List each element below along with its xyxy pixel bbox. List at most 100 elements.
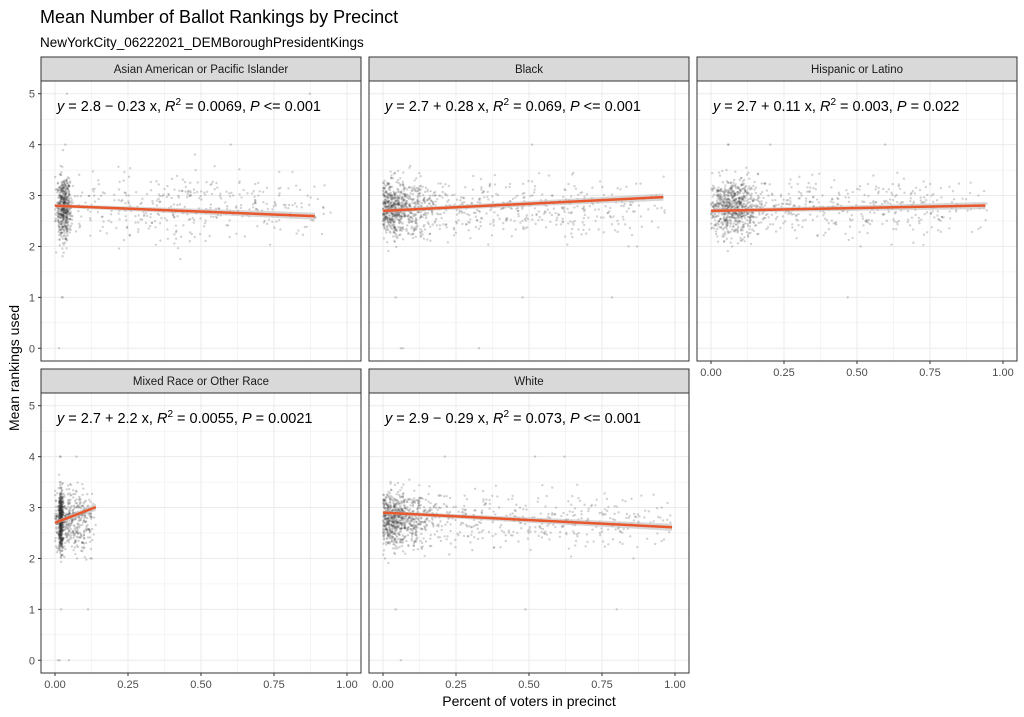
data-point — [90, 492, 94, 496]
data-point — [428, 509, 431, 512]
data-point — [79, 535, 82, 539]
data-point — [582, 207, 585, 210]
data-point — [60, 512, 63, 515]
data-point — [62, 514, 65, 517]
data-point — [382, 537, 386, 540]
data-point — [240, 196, 243, 199]
data-point — [409, 523, 413, 527]
data-point — [391, 177, 394, 180]
data-point — [423, 200, 427, 203]
data-point — [386, 205, 390, 208]
data-point — [403, 192, 406, 196]
data-point — [449, 529, 452, 533]
data-point — [401, 541, 405, 544]
data-point — [887, 188, 891, 191]
data-point — [730, 186, 733, 189]
data-point — [58, 534, 61, 537]
data-point — [877, 192, 880, 195]
data-point — [723, 203, 727, 207]
data-point — [391, 530, 394, 534]
data-point — [411, 504, 415, 508]
data-point — [437, 213, 440, 216]
data-point — [60, 542, 64, 545]
data-point — [63, 200, 66, 204]
data-point — [60, 503, 63, 506]
data-point — [729, 188, 732, 191]
data-point — [484, 502, 487, 506]
data-point — [59, 495, 62, 498]
data-point — [406, 202, 409, 205]
data-point — [756, 197, 760, 200]
data-point — [386, 196, 389, 199]
data-point — [940, 196, 943, 199]
data-point — [412, 526, 415, 530]
data-point — [710, 222, 713, 225]
data-point — [449, 523, 452, 526]
data-point — [719, 201, 723, 204]
data-point — [394, 201, 397, 204]
data-point — [487, 243, 490, 246]
data-point — [417, 504, 420, 507]
data-point — [389, 201, 393, 204]
data-point — [117, 188, 121, 191]
data-point — [603, 508, 607, 511]
data-point — [473, 509, 476, 512]
data-point — [219, 192, 222, 196]
data-point — [595, 498, 598, 501]
data-point — [256, 225, 259, 228]
data-point — [66, 187, 70, 191]
data-point — [393, 226, 396, 230]
data-point — [59, 512, 63, 516]
data-point — [521, 219, 524, 223]
data-point — [804, 197, 808, 200]
data-point — [88, 514, 92, 517]
data-point — [64, 186, 67, 189]
data-point — [57, 515, 61, 518]
data-point — [60, 537, 63, 540]
data-point — [416, 200, 419, 203]
data-point — [67, 189, 71, 193]
data-point — [736, 220, 739, 223]
data-point — [769, 143, 772, 146]
data-point — [57, 238, 61, 241]
data-point — [740, 212, 744, 215]
data-point — [424, 211, 427, 214]
panel-border — [368, 80, 690, 362]
data-point — [56, 505, 60, 508]
data-point — [627, 207, 631, 210]
data-point — [846, 192, 850, 195]
data-point — [79, 498, 82, 501]
data-point — [61, 225, 65, 229]
data-point — [60, 522, 63, 526]
data-point — [428, 232, 432, 236]
data-point — [936, 210, 940, 213]
data-point — [394, 193, 397, 197]
data-point — [381, 525, 385, 528]
data-point — [459, 523, 462, 526]
data-point — [179, 257, 182, 261]
data-point — [732, 201, 736, 205]
data-point — [391, 203, 395, 206]
data-point — [490, 195, 494, 198]
data-point — [416, 523, 419, 526]
data-point — [66, 227, 70, 231]
data-point — [63, 193, 66, 197]
data-point — [412, 499, 415, 502]
data-point — [399, 521, 402, 525]
data-point — [781, 215, 785, 218]
data-point — [847, 196, 850, 199]
data-point — [57, 509, 61, 512]
data-point — [844, 232, 847, 235]
data-point — [747, 232, 751, 235]
data-point — [722, 217, 725, 220]
data-point — [723, 231, 727, 234]
data-point — [386, 217, 389, 220]
data-point — [311, 219, 315, 222]
data-point — [72, 531, 75, 534]
data-point — [89, 234, 92, 237]
y-tick-label: 3 — [29, 503, 35, 515]
data-point — [429, 199, 433, 202]
data-point — [407, 215, 410, 218]
data-point — [789, 202, 792, 206]
